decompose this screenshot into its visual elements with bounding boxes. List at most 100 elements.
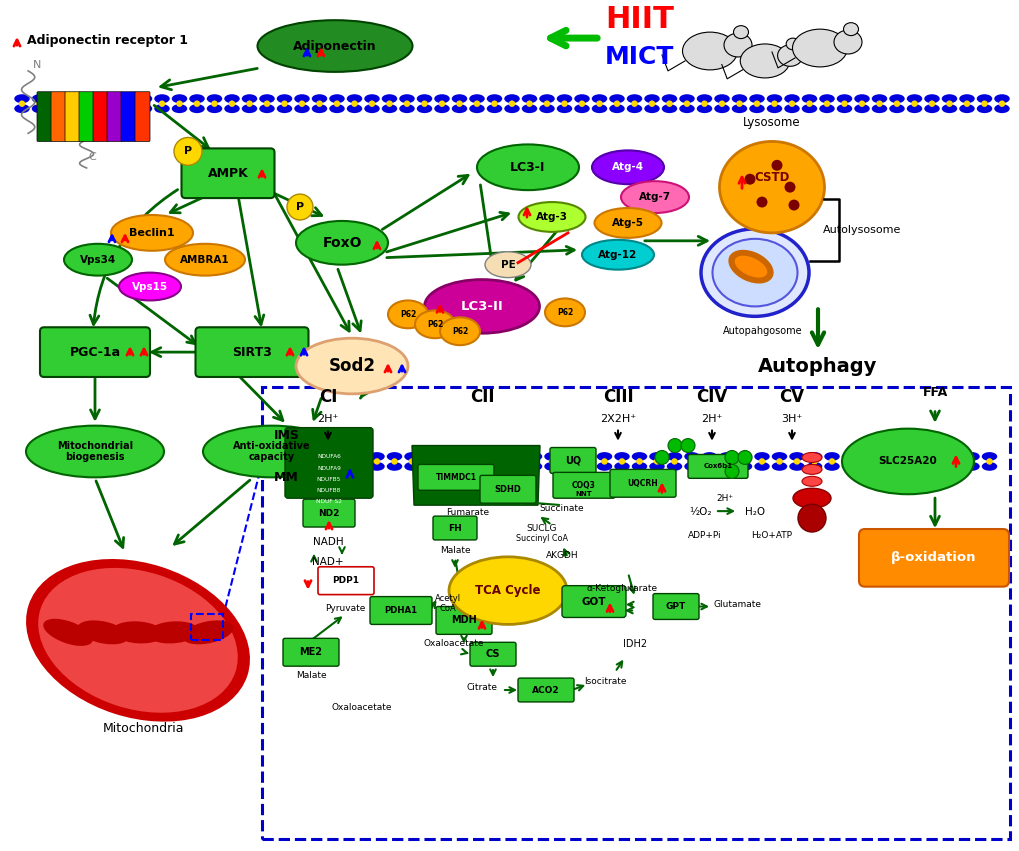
Text: Glutamate: Glutamate [713, 599, 761, 608]
Ellipse shape [49, 104, 64, 113]
Text: 2H⁺: 2H⁺ [715, 494, 733, 503]
Ellipse shape [718, 100, 725, 107]
Ellipse shape [176, 100, 182, 107]
Text: HIIT: HIIT [604, 5, 674, 34]
Ellipse shape [923, 94, 938, 103]
Ellipse shape [718, 141, 823, 233]
Ellipse shape [841, 100, 847, 107]
Ellipse shape [682, 32, 737, 70]
Text: NAD+: NAD+ [312, 557, 343, 567]
Ellipse shape [889, 94, 904, 103]
FancyBboxPatch shape [688, 454, 747, 478]
Ellipse shape [613, 462, 629, 471]
Ellipse shape [25, 426, 164, 477]
Ellipse shape [723, 33, 751, 57]
Ellipse shape [823, 462, 839, 471]
Circle shape [725, 465, 739, 478]
Text: N: N [33, 60, 42, 70]
FancyBboxPatch shape [518, 678, 574, 702]
Ellipse shape [784, 104, 799, 113]
Ellipse shape [147, 621, 199, 643]
Ellipse shape [451, 94, 467, 103]
Text: NDUFA9: NDUFA9 [317, 466, 340, 471]
Text: Cox6b1: Cox6b1 [703, 464, 732, 470]
FancyBboxPatch shape [284, 428, 373, 498]
Circle shape [286, 194, 313, 220]
Ellipse shape [797, 504, 825, 532]
Ellipse shape [823, 100, 829, 107]
Ellipse shape [928, 462, 944, 471]
Circle shape [667, 438, 682, 453]
Text: MDH: MDH [450, 615, 477, 625]
Ellipse shape [753, 462, 769, 471]
Ellipse shape [329, 94, 344, 103]
Ellipse shape [583, 458, 590, 465]
Circle shape [725, 450, 739, 465]
Text: AMPK: AMPK [208, 167, 249, 180]
Ellipse shape [329, 104, 344, 113]
Ellipse shape [841, 429, 973, 494]
Ellipse shape [264, 100, 270, 107]
Ellipse shape [228, 100, 235, 107]
Ellipse shape [631, 462, 647, 471]
Text: Sod2: Sod2 [328, 357, 375, 375]
FancyBboxPatch shape [470, 643, 516, 666]
Ellipse shape [911, 452, 926, 461]
Ellipse shape [89, 100, 95, 107]
Text: GOT: GOT [581, 597, 605, 607]
Ellipse shape [137, 104, 152, 113]
Ellipse shape [66, 104, 83, 113]
Ellipse shape [736, 462, 751, 471]
Ellipse shape [705, 458, 712, 465]
Ellipse shape [286, 458, 292, 465]
Ellipse shape [469, 104, 484, 113]
Ellipse shape [801, 477, 821, 486]
Text: Autolysosome: Autolysosome [822, 225, 901, 235]
Ellipse shape [985, 458, 991, 465]
Ellipse shape [296, 338, 408, 394]
Text: Isocitrate: Isocitrate [583, 677, 626, 686]
Circle shape [756, 197, 766, 208]
Text: ADP+Pi: ADP+Pi [688, 531, 721, 540]
Ellipse shape [679, 104, 694, 113]
Ellipse shape [753, 100, 759, 107]
FancyBboxPatch shape [282, 638, 338, 666]
Ellipse shape [946, 462, 961, 471]
Text: Malate: Malate [439, 545, 470, 555]
Ellipse shape [801, 94, 816, 103]
Ellipse shape [478, 458, 485, 465]
Text: CII: CII [470, 388, 494, 406]
Ellipse shape [37, 100, 43, 107]
Ellipse shape [539, 94, 554, 103]
Ellipse shape [696, 94, 711, 103]
FancyBboxPatch shape [135, 92, 150, 141]
Ellipse shape [621, 181, 688, 213]
Ellipse shape [352, 452, 367, 461]
Ellipse shape [190, 104, 205, 113]
Ellipse shape [154, 104, 169, 113]
Ellipse shape [946, 452, 961, 461]
Ellipse shape [596, 462, 611, 471]
Ellipse shape [758, 458, 764, 465]
FancyBboxPatch shape [609, 470, 676, 497]
Polygon shape [412, 446, 539, 505]
Text: Vps15: Vps15 [131, 282, 168, 292]
Ellipse shape [417, 104, 432, 113]
Ellipse shape [749, 104, 764, 113]
Text: Succinyl CoA: Succinyl CoA [516, 534, 568, 543]
Ellipse shape [911, 462, 926, 471]
Ellipse shape [14, 94, 30, 103]
Ellipse shape [112, 621, 164, 643]
Text: NADH: NADH [313, 537, 343, 547]
Ellipse shape [915, 458, 922, 465]
Text: ND2: ND2 [318, 509, 339, 517]
Ellipse shape [211, 100, 217, 107]
Ellipse shape [85, 94, 100, 103]
Ellipse shape [556, 104, 572, 113]
Ellipse shape [526, 100, 532, 107]
Ellipse shape [102, 104, 117, 113]
Ellipse shape [771, 462, 787, 471]
Ellipse shape [448, 557, 567, 625]
Text: 2X2H⁺: 2X2H⁺ [599, 414, 636, 424]
Text: P: P [296, 202, 304, 212]
